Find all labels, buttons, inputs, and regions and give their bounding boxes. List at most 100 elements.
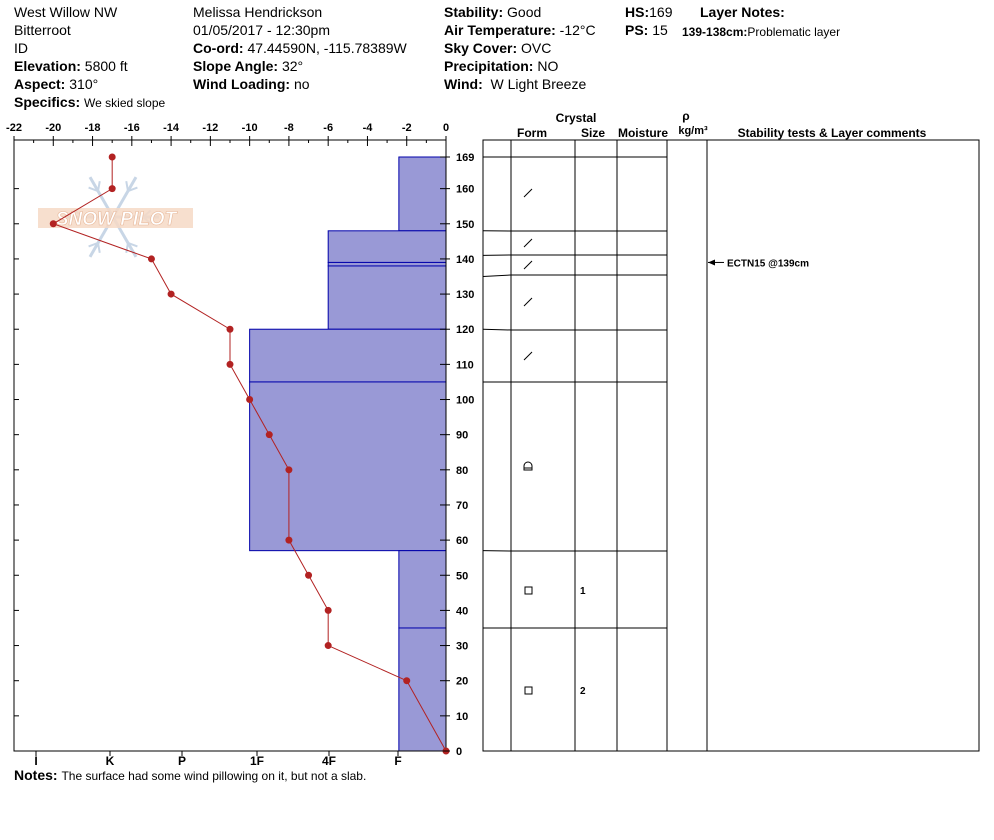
layer-size-label: 1 [580, 586, 586, 597]
height-tick-label-0: 169 [456, 152, 474, 164]
hardness-label-5: F [394, 754, 401, 768]
temp-tick-label-0: -22 [6, 122, 22, 134]
temp-tick-label-4: -14 [163, 122, 180, 134]
height-tick-label-8: 90 [456, 430, 468, 442]
table-border [482, 139, 980, 752]
header-layer-note: 139-138cm:Problematic layer [682, 25, 841, 39]
header-rho: ρ [682, 109, 689, 123]
header-slope: Slope Angle: 32° [193, 58, 304, 74]
height-tick-label-1: 160 [456, 184, 474, 196]
layer-table: Crystal Form Size Moisture ρ kg/m³ Stability t… [482, 109, 980, 752]
height-tick-label-5: 120 [456, 324, 474, 336]
hardness-label-3: 1F [250, 754, 264, 768]
header-wind: Wind: W Light Breeze [444, 76, 587, 92]
header-elevation: Elevation: 5800 ft [14, 58, 128, 74]
snowflake-branch [97, 180, 101, 192]
height-tick-label-16: 10 [456, 711, 468, 723]
temp-tick-label-10: -2 [402, 122, 412, 134]
slash-icon [523, 188, 533, 198]
hardness-layer-3 [327, 265, 447, 330]
height-tick-label-10: 70 [456, 500, 468, 512]
header-specifics: Specifics: We skied slope [14, 94, 166, 110]
height-tick-label-4: 130 [456, 289, 474, 301]
snowflake-branch [88, 186, 99, 192]
layer-connector-3 [482, 274, 512, 278]
layer-size-label: 2 [580, 686, 586, 697]
header-layer-notes-title: Layer Notes: [700, 4, 785, 20]
arrow-icon [708, 259, 715, 266]
hardness-layer-4 [249, 328, 447, 383]
temp-tick-label-3: -16 [124, 122, 140, 134]
header-air-temp: Air Temperature: -12°C [444, 22, 596, 38]
header-sky-cover: Sky Cover: OVC [444, 40, 552, 56]
header-ps: PS: 15 [625, 22, 668, 38]
temperature-point-13 [324, 642, 332, 650]
snowflake-branch [97, 242, 101, 254]
snowflake-branch [127, 186, 138, 192]
slash-icon [523, 297, 533, 307]
temperature-point-5 [226, 325, 234, 333]
temperature-point-6 [226, 360, 234, 368]
height-tick-label-13: 40 [456, 605, 468, 617]
snowflake-branch [127, 242, 138, 248]
slash-icon [523, 260, 533, 270]
hardness-layer-5 [249, 381, 447, 552]
temperature-point-9 [285, 466, 293, 474]
temp-tick-label-1: -20 [45, 122, 61, 134]
watermark-band [38, 208, 193, 228]
height-tick-label-14: 30 [456, 641, 468, 653]
height-tick-label-12: 50 [456, 570, 468, 582]
temperature-point-4 [167, 290, 175, 298]
snowflake-branch [125, 180, 129, 192]
temperature-point-1 [108, 185, 116, 193]
header-stability: Stability: Good [444, 4, 542, 20]
hardness-layer-0 [398, 156, 447, 232]
layer-connector-4 [482, 328, 512, 331]
axes: -22 -20 -18 -16 -14 -12 -10 -8 -6 -4 -2 01691601501… [6, 122, 474, 768]
temp-tick-label-9: -4 [363, 122, 374, 134]
hardness-layer-2 [327, 261, 447, 267]
height-tick-label-9: 80 [456, 465, 468, 477]
header-moisture: Moisture [618, 126, 668, 140]
temperature-profile [49, 153, 450, 755]
rounded-grain-icon [523, 461, 533, 471]
snowflake-branch [88, 242, 99, 248]
hardness-layer-1 [327, 230, 447, 263]
hardness-label-1: K [106, 754, 115, 768]
height-tick-label-3: 140 [456, 254, 474, 266]
temperature-point-0 [108, 153, 116, 161]
temperature-point-14 [403, 677, 411, 685]
hardness-layer-6 [398, 550, 447, 629]
header-location: West Willow NW [14, 4, 118, 20]
header-density-unit: kg/m³ [678, 125, 708, 137]
hardness-layer-7 [398, 627, 447, 752]
snowflake-branch [125, 242, 129, 254]
temperature-point-12 [324, 606, 332, 614]
slash-icon [523, 238, 533, 248]
slash-icon [523, 351, 533, 361]
header-observer: Melissa Hendrickson [193, 4, 323, 20]
hardness-label-2: P [178, 754, 186, 768]
header-form: Form [517, 126, 547, 140]
temperature-point-8 [265, 431, 273, 439]
square-icon [524, 686, 533, 695]
hardness-profile [249, 156, 447, 752]
temp-tick-label-2: -18 [85, 122, 101, 134]
temp-tick-label-7: -8 [284, 122, 294, 134]
temperature-point-3 [147, 255, 155, 263]
temperature-line [52, 157, 447, 752]
height-tick-label-17: 0 [456, 746, 462, 758]
temp-tick-label-5: -12 [202, 122, 218, 134]
height-tick-label-15: 20 [456, 676, 468, 688]
height-tick-label-6: 110 [456, 359, 474, 371]
height-tick-label-7: 100 [456, 395, 474, 407]
temperature-point-2 [49, 220, 57, 228]
square-icon [524, 586, 533, 595]
header-range: Bitterroot [14, 22, 71, 38]
watermark-text: SNOW PILOT [56, 209, 178, 230]
temp-tick-label-11: 0 [443, 122, 449, 134]
header-coord: Co-ord: 47.44590N, -115.78389W [193, 40, 407, 56]
temperature-point-7 [246, 396, 254, 404]
temperature-point-10 [285, 536, 293, 544]
